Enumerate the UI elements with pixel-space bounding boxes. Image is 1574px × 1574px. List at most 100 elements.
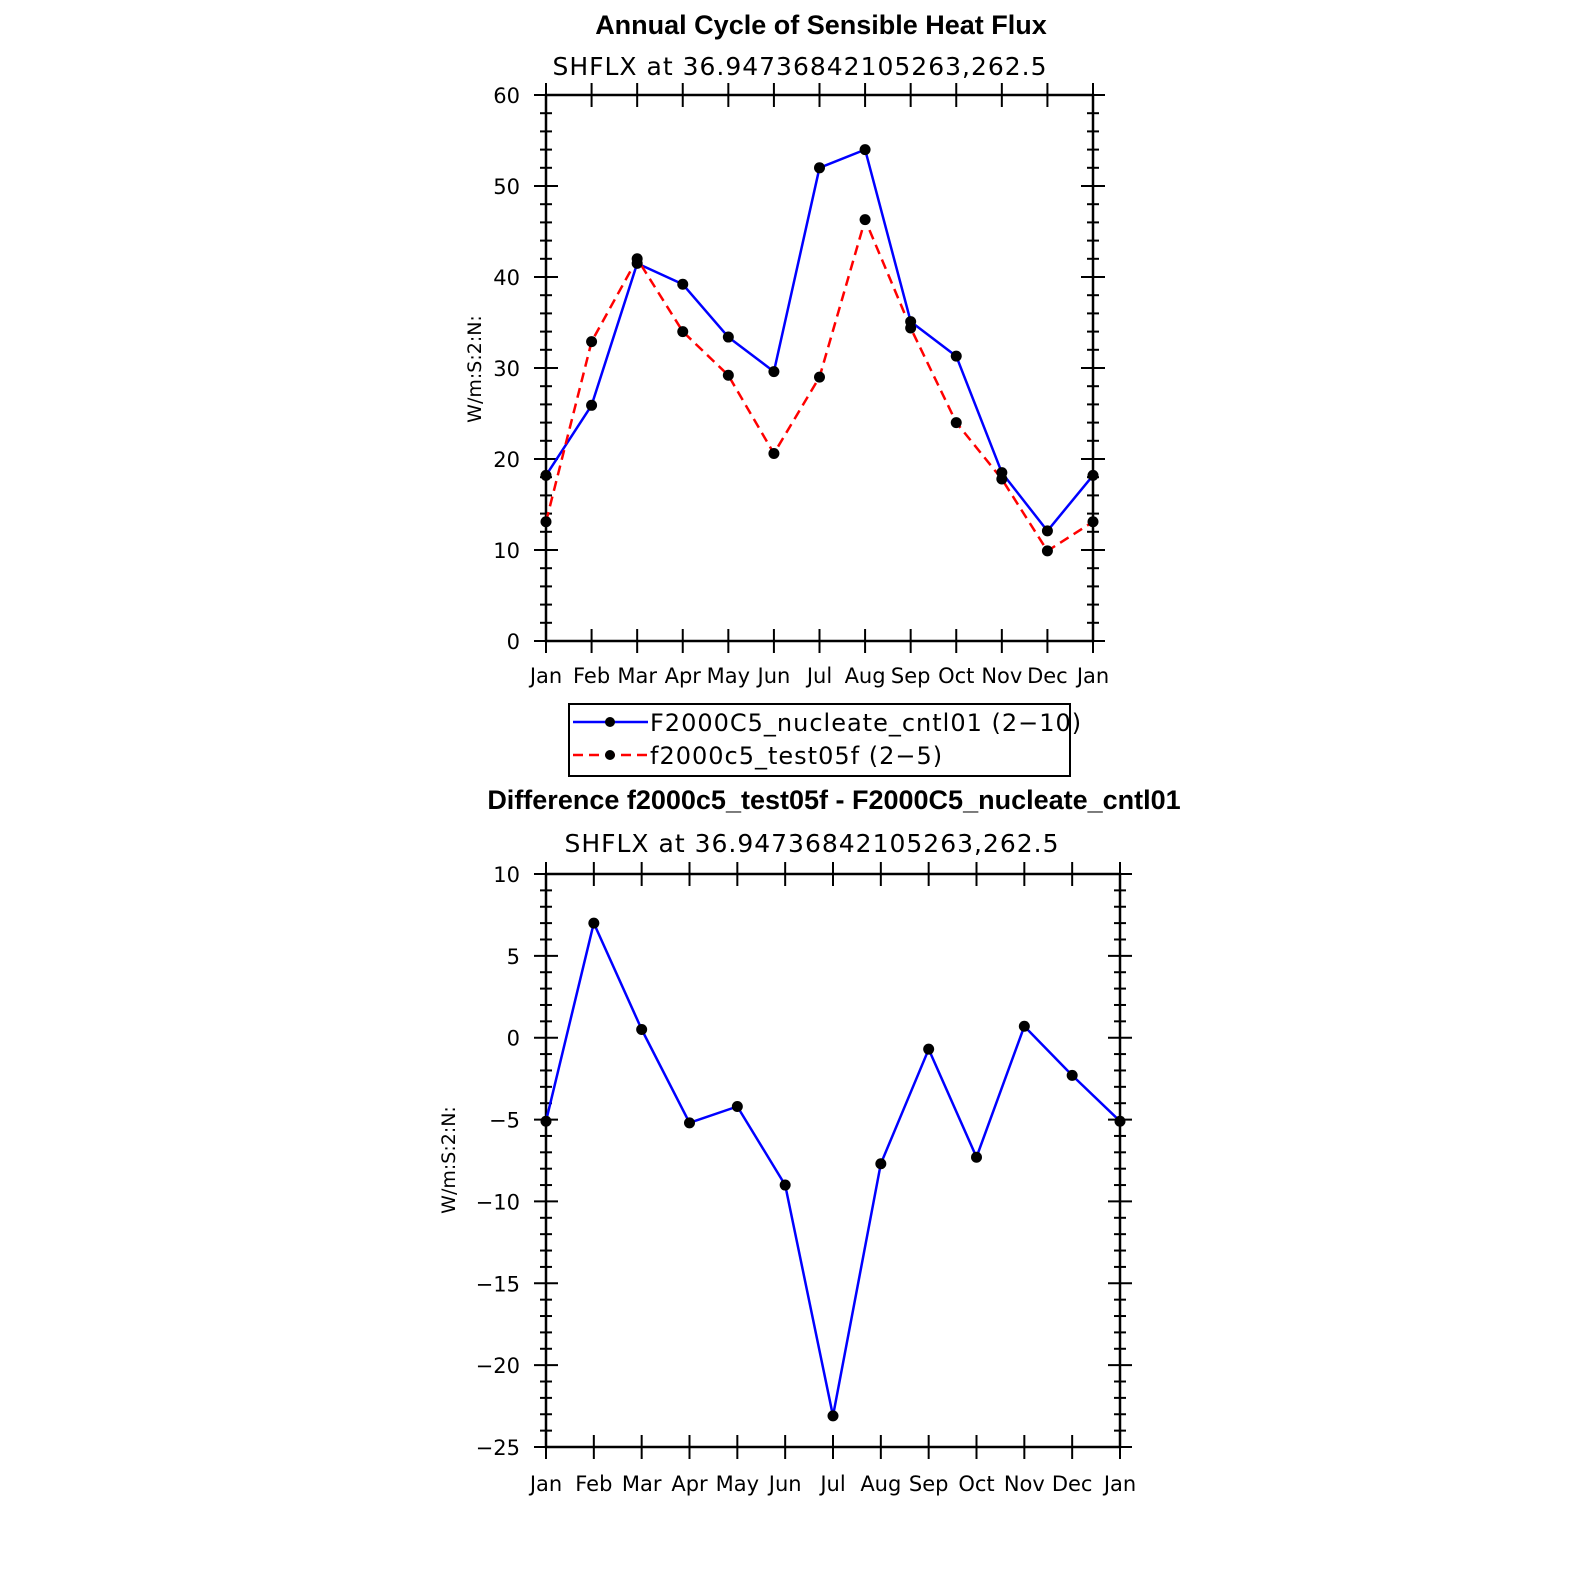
series-1-point [1087,516,1099,528]
series-0-point [636,1024,648,1036]
panel-difference: Difference f2000c5_test05f - F2000C5_nuc… [438,785,1181,1496]
series-0-point [827,1410,839,1422]
x-tick-label: Jul [805,664,832,688]
panel2-ticks [534,862,1132,1459]
y-tick-label: −15 [476,1272,520,1296]
series-line-0 [544,148,1094,533]
series-1-point [677,326,689,338]
x-tick-label: Jul [818,1472,845,1496]
y-tick-label: −5 [489,1109,520,1133]
panel1-ylabel: W/m:S:2:N: [464,315,486,423]
x-tick-label: May [707,664,750,688]
panel1-title: Annual Cycle of Sensible Heat Flux [595,10,1047,40]
panel1-x-tick-labels: Jan Feb Mar Apr May Jun Jul Aug Sep Oct Nov Dec Jan [528,664,1109,688]
legend-marker-cntl01 [605,717,615,727]
series-0-point [875,1158,887,1170]
panel2-series-lines [544,921,1121,1418]
series-0-point [731,1100,743,1112]
series-0-point [950,350,962,362]
x-tick-label: Mar [622,1472,662,1496]
x-tick-label: Nov [981,664,1022,688]
series-0-point [779,1179,791,1191]
panel1-y-tick-labels: 0 10 20 30 40 50 60 [493,84,520,654]
series-0-point [1114,1115,1126,1127]
x-tick-label: Apr [665,664,702,688]
series-0-point [971,1151,982,1163]
x-tick-label: Jan [1075,664,1109,688]
series-line-1 [544,218,1094,553]
panel1-subtitle: SHFLX at 36.94736842105263,262.5 [552,52,1047,81]
panel2-ylabel: W/m:S:2:N: [438,1106,460,1214]
legend-label-cntl01: F2000C5_nucleate_cntl01 (2−10) [650,709,1082,737]
y-tick-label: 50 [493,175,520,199]
x-tick-label: Dec [1052,1472,1093,1496]
x-tick-label: May [716,1472,759,1496]
x-tick-label: Jun [767,1472,802,1496]
panel-annual-cycle: Annual Cycle of Sensible Heat Flux SHFLX… [464,10,1109,777]
panel2-x-tick-labels: Jan Feb Mar Apr May Jun Jul Aug Sep Oct Nov Dec Jan [528,1472,1136,1496]
series-0-point [588,917,600,929]
y-tick-label: −20 [476,1354,520,1378]
series-1-point [586,336,598,348]
y-tick-label: 10 [493,539,520,563]
series-1-point [540,516,552,528]
y-tick-label: 0 [507,1027,520,1051]
series-0-point [1018,1020,1030,1032]
y-tick-label: −25 [476,1436,520,1460]
panel2-title: Difference f2000c5_test05f - F2000C5_nuc… [487,785,1180,815]
series-0-point [1041,525,1053,537]
panel2-y-tick-labels: −25 −20 −15 −10 −5 0 5 10 [476,863,520,1460]
y-tick-label: 0 [507,630,520,654]
x-tick-label: Feb [573,664,610,688]
panel2-plot-frame [544,872,1122,1449]
y-tick-label: 10 [493,863,520,887]
x-tick-label: Oct [958,1472,994,1496]
legend-marker-test05f [605,750,615,760]
series-0-point [923,1043,935,1055]
panel1-series-markers [540,144,1099,557]
series-1-point [996,473,1008,485]
panel2-series-markers [540,917,1126,1422]
panel1-legend: F2000C5_nucleate_cntl01 (2−10) f2000c5_t… [568,703,1082,777]
panel1-series-lines [544,148,1094,553]
series-0-point [722,331,734,343]
series-1-point [814,371,825,383]
x-tick-label: Dec [1027,664,1068,688]
legend-entry-test05f: f2000c5_test05f (2−5) [573,742,943,770]
x-tick-label: Feb [575,1472,612,1496]
series-0-point [1087,469,1099,481]
panel1-ticks [534,83,1105,653]
y-tick-label: 30 [493,357,520,381]
series-line-0 [544,921,1121,1418]
legend-label-test05f: f2000c5_test05f (2−5) [650,742,943,770]
x-tick-label: Sep [891,664,931,688]
x-tick-label: Mar [617,664,657,688]
series-1-point [768,448,780,460]
series-1-point [631,253,643,265]
series-1-point [1041,545,1053,557]
y-tick-label: 60 [493,84,520,108]
x-tick-label: Oct [938,664,974,688]
x-tick-label: Jan [1102,1472,1136,1496]
series-1-point [905,322,917,334]
series-0-point [859,144,871,156]
series-0-point [540,1115,552,1127]
panel1-plot-frame [544,93,1095,643]
series-1-point [722,369,734,381]
x-tick-label: Sep [909,1472,949,1496]
x-tick-label: Nov [1004,1472,1045,1496]
series-0-point [684,1117,695,1129]
series-1-point [950,417,962,429]
x-tick-label: Apr [671,1472,708,1496]
series-0-point [677,278,689,290]
x-tick-label: Jun [756,664,791,688]
y-tick-label: 20 [493,448,520,472]
x-tick-label: Aug [860,1472,901,1496]
y-tick-label: 40 [493,266,520,290]
series-1-point [859,214,871,226]
series-0-point [540,469,552,481]
legend-box [568,703,1071,777]
x-tick-label: Jan [528,1472,562,1496]
series-0-point [814,162,825,174]
